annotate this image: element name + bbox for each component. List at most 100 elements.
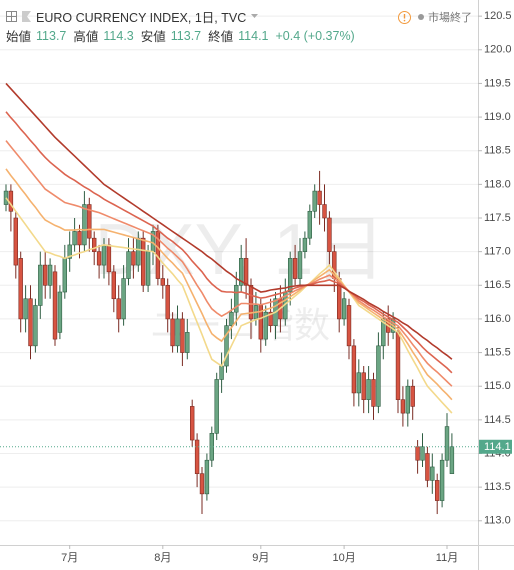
candle-body bbox=[400, 399, 406, 414]
candle-body bbox=[121, 278, 126, 320]
candle-body bbox=[33, 305, 38, 347]
y-tick-label: 118.0 bbox=[484, 178, 511, 190]
candle-body bbox=[302, 237, 308, 252]
y-tick-label: 120.5 bbox=[484, 10, 512, 22]
candle-body bbox=[185, 332, 190, 353]
candle-body bbox=[62, 258, 68, 293]
candle-body bbox=[194, 439, 200, 474]
candle-body bbox=[366, 379, 371, 400]
candle-body bbox=[312, 190, 317, 212]
legend-label: 始値 bbox=[6, 30, 32, 44]
legend-value: 113.7 bbox=[170, 28, 202, 43]
legend-change: +0.4 (+0.37%) bbox=[275, 28, 355, 43]
candle-body bbox=[425, 453, 430, 481]
candle-body bbox=[141, 237, 146, 286]
candle-body bbox=[297, 251, 303, 279]
candle-body bbox=[287, 258, 293, 293]
y-tick-label: 115.0 bbox=[484, 380, 511, 392]
x-tick-label: 11月 bbox=[436, 552, 458, 564]
candle-body bbox=[92, 237, 97, 252]
dropdown-icon[interactable] bbox=[251, 14, 259, 19]
candle-body bbox=[430, 466, 435, 481]
x-tick-label: 8月 bbox=[154, 552, 171, 564]
candle-body bbox=[341, 298, 347, 320]
candle-body bbox=[77, 231, 82, 246]
legend-value: 114.1 bbox=[238, 28, 269, 43]
ma-line bbox=[5, 168, 453, 401]
candle-body bbox=[449, 446, 455, 474]
candle-body bbox=[204, 459, 210, 495]
candle-body bbox=[361, 372, 366, 400]
candle-body bbox=[395, 332, 401, 400]
y-tick-label: 118.5 bbox=[484, 145, 511, 157]
y-tick-label: 116.0 bbox=[484, 313, 511, 325]
chart-title: EURO CURRENCY INDEX, 1日, TVC bbox=[36, 11, 247, 25]
candle-body bbox=[307, 210, 312, 239]
y-tick-label: 119.5 bbox=[484, 77, 511, 89]
candle-body bbox=[327, 217, 332, 252]
layout-icon[interactable] bbox=[6, 11, 17, 22]
status-dot bbox=[418, 14, 424, 20]
candle-body bbox=[67, 244, 72, 259]
candle-body bbox=[82, 204, 87, 246]
status-text: 市場終了 bbox=[428, 12, 472, 24]
y-tick-label: 120.0 bbox=[484, 44, 512, 56]
ohlc-legend: 始値 113.7 高値 114.3 安値 113.7 終値 114.1 +0.4 (+0.37%… bbox=[6, 26, 355, 45]
y-tick-label: 114.5 bbox=[484, 414, 511, 426]
ma-line bbox=[5, 197, 453, 414]
last-price-box bbox=[479, 439, 512, 454]
candle-body bbox=[248, 284, 254, 320]
candle-body bbox=[42, 264, 48, 286]
candle-body bbox=[243, 258, 249, 286]
legend-value: 113.7 bbox=[36, 28, 67, 43]
y-tick-label: 117.5 bbox=[484, 212, 511, 224]
candle-body bbox=[263, 311, 268, 340]
last-price-label: 114.1 bbox=[484, 441, 511, 453]
candle-body bbox=[116, 298, 121, 320]
header-row: EURO CURRENCY INDEX, 1日, TVC bbox=[6, 7, 259, 26]
candle-body bbox=[106, 244, 112, 273]
candle-body bbox=[126, 251, 131, 279]
y-tick-label: 119.0 bbox=[484, 111, 511, 123]
candle-body bbox=[239, 258, 244, 286]
candle-body bbox=[199, 473, 205, 495]
candle-body bbox=[292, 258, 298, 279]
candle-body bbox=[38, 264, 43, 306]
alert-icon[interactable] bbox=[398, 10, 411, 24]
candle-body bbox=[160, 278, 165, 286]
ribbon bbox=[5, 82, 453, 414]
candle-body bbox=[23, 298, 28, 320]
candle-body bbox=[145, 251, 151, 286]
candle-body bbox=[229, 311, 234, 326]
candle-body bbox=[405, 385, 410, 414]
ma-line bbox=[5, 82, 453, 360]
candle-body bbox=[87, 204, 92, 239]
candle-body bbox=[28, 298, 33, 347]
legend-label: 終値 bbox=[208, 30, 234, 44]
candle-body bbox=[131, 251, 136, 266]
candle-body bbox=[346, 305, 352, 347]
candle-body bbox=[356, 372, 361, 394]
candle-body bbox=[175, 318, 180, 347]
candle-body bbox=[52, 271, 58, 340]
candle-body bbox=[434, 480, 440, 501]
candle-body bbox=[18, 258, 23, 320]
market-status: 市場終了 bbox=[398, 9, 472, 25]
y-tick-label: 113.0 bbox=[484, 515, 511, 527]
candle-body bbox=[111, 271, 117, 300]
candle-body bbox=[165, 284, 170, 320]
ma-line bbox=[5, 140, 453, 387]
flag-icon bbox=[22, 11, 31, 22]
candle-body bbox=[371, 379, 376, 407]
legend-label: 高値 bbox=[73, 30, 99, 44]
y-tick-label: 113.5 bbox=[484, 481, 511, 493]
candle-body bbox=[444, 426, 450, 461]
y-tick-label: 115.5 bbox=[484, 346, 511, 358]
candle-body bbox=[101, 244, 107, 266]
candle-body bbox=[47, 264, 53, 286]
candle-body bbox=[376, 345, 381, 407]
candle-body bbox=[72, 231, 77, 246]
candle-body bbox=[410, 385, 415, 407]
candle-body bbox=[268, 311, 273, 326]
